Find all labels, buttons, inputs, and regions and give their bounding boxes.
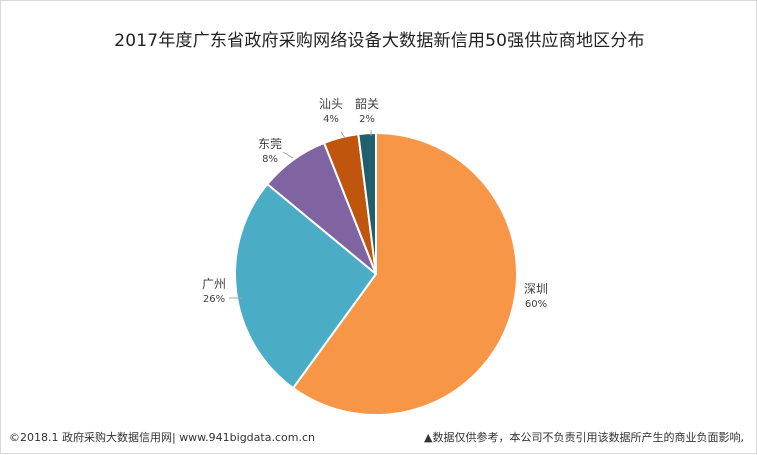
- pie-slice-1: [234, 183, 377, 390]
- leader-line-3: [340, 131, 346, 139]
- leader-line-2: [282, 151, 294, 159]
- pie-slice-4: [357, 131, 377, 275]
- chart-title: 2017年度广东省政府采购网络设备大数据新信用50强供应商地区分布: [114, 31, 645, 51]
- footer-disclaimer: ▲数据仅供参考，本公司不负责引用该数据所产生的商业负面影响,: [424, 431, 744, 444]
- slice-value-label-1: 26%: [203, 294, 225, 305]
- slice-label-1: 广州: [202, 277, 226, 291]
- slice-value-label-2: 8%: [262, 154, 278, 165]
- slice-value-label-3: 4%: [323, 114, 339, 125]
- slice-value-label-4: 2%: [359, 114, 375, 125]
- pie-slice-0: [292, 132, 518, 416]
- slice-value-label-0: 60%: [525, 299, 547, 310]
- footer-copyright: ©2018.1 政府采购大数据信用网| www.941bigdata.com.c…: [9, 431, 315, 444]
- slice-label-2: 东莞: [258, 137, 282, 151]
- slice-label-0: 深圳: [524, 282, 548, 296]
- slice-label-3: 汕头: [319, 97, 343, 111]
- slice-label-4: 韶关: [355, 96, 379, 111]
